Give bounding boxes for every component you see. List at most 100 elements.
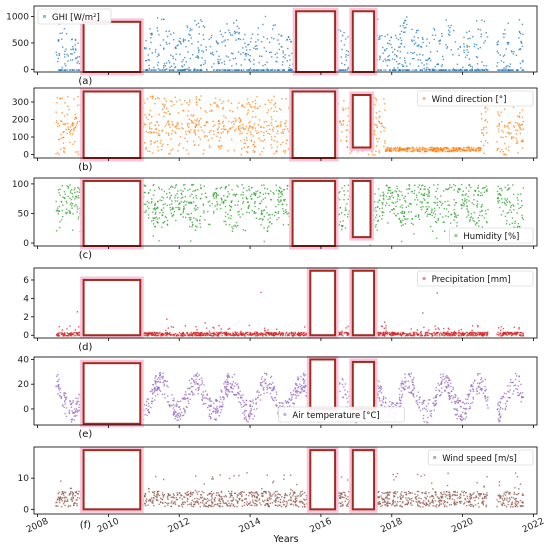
data-point [255, 69, 257, 71]
data-point [511, 138, 513, 140]
data-point [433, 27, 435, 30]
data-point [195, 24, 198, 26]
data-point [501, 189, 503, 192]
data-point [181, 335, 183, 337]
data-point [224, 205, 227, 208]
data-point [388, 59, 391, 62]
data-point [405, 26, 407, 29]
data-point [506, 212, 508, 214]
data-point [186, 149, 188, 151]
data-point [287, 130, 290, 133]
data-point [514, 122, 517, 124]
data-point [69, 184, 71, 186]
data-point [228, 29, 230, 32]
data-point [257, 196, 259, 199]
data-point [256, 96, 258, 98]
data-point [195, 56, 197, 58]
data-point [188, 201, 190, 203]
data-point [246, 49, 248, 51]
data-point [346, 69, 349, 71]
data-point [192, 115, 194, 117]
data-point [247, 207, 249, 209]
data-point [77, 218, 80, 220]
data-point [415, 31, 417, 34]
data-point [518, 226, 521, 228]
data-point [427, 195, 429, 197]
data-point [73, 128, 75, 130]
data-point [447, 211, 450, 213]
data-point [57, 57, 59, 60]
data-point [233, 149, 236, 152]
data-point [63, 131, 65, 133]
data-point [518, 123, 521, 125]
data-point [175, 53, 177, 55]
data-point [213, 194, 215, 196]
data-point [259, 202, 262, 205]
data-point [379, 35, 381, 37]
data-point [232, 228, 234, 230]
data-point [347, 190, 349, 192]
data-point [234, 69, 236, 71]
data-point [459, 149, 461, 151]
data-point [504, 124, 506, 127]
data-point [271, 223, 273, 225]
data-point [143, 184, 145, 186]
data-point [165, 333, 168, 335]
data-point [500, 194, 502, 197]
data-point [469, 148, 472, 150]
data-point [179, 41, 181, 43]
data-point [521, 217, 523, 219]
data-point [266, 212, 268, 214]
data-point [474, 334, 477, 337]
data-point [282, 210, 285, 212]
data-point [201, 193, 203, 195]
data-point [419, 201, 421, 203]
data-point [401, 210, 404, 212]
data-point [186, 68, 189, 70]
data-point [456, 63, 459, 65]
data-point [441, 202, 444, 205]
data-point [168, 134, 170, 136]
data-point [246, 132, 248, 135]
data-point [197, 22, 200, 24]
data-point [374, 193, 376, 195]
data-point [163, 65, 165, 67]
data-point [156, 207, 158, 210]
data-point [397, 147, 399, 150]
data-point [434, 210, 436, 212]
data-point [76, 122, 78, 124]
data-point [274, 69, 277, 71]
data-point [229, 209, 231, 212]
data-point [237, 125, 240, 128]
data-point [237, 69, 239, 71]
data-point [437, 63, 439, 65]
data-point [468, 334, 470, 337]
data-point [423, 67, 425, 70]
data-point [505, 48, 507, 50]
data-point [62, 46, 64, 48]
data-point [423, 188, 425, 190]
data-point [282, 208, 284, 210]
data-point [470, 186, 472, 189]
data-point [199, 215, 202, 218]
data-point [261, 69, 263, 71]
data-point [157, 200, 159, 202]
data-point [485, 32, 487, 34]
data-point [417, 37, 419, 39]
y-tick-label: 300 [12, 98, 29, 108]
data-point [504, 153, 506, 155]
data-point [460, 147, 462, 150]
data-point [144, 185, 146, 187]
data-point [61, 209, 64, 212]
data-point [194, 205, 197, 207]
data-point [195, 195, 197, 197]
data-point [502, 136, 504, 139]
data-point [234, 195, 236, 197]
data-point [66, 69, 68, 71]
data-point [225, 186, 227, 188]
data-point [213, 130, 215, 132]
data-point [216, 128, 219, 131]
data-point [385, 60, 387, 62]
data-point [197, 129, 199, 132]
data-point [67, 105, 69, 108]
